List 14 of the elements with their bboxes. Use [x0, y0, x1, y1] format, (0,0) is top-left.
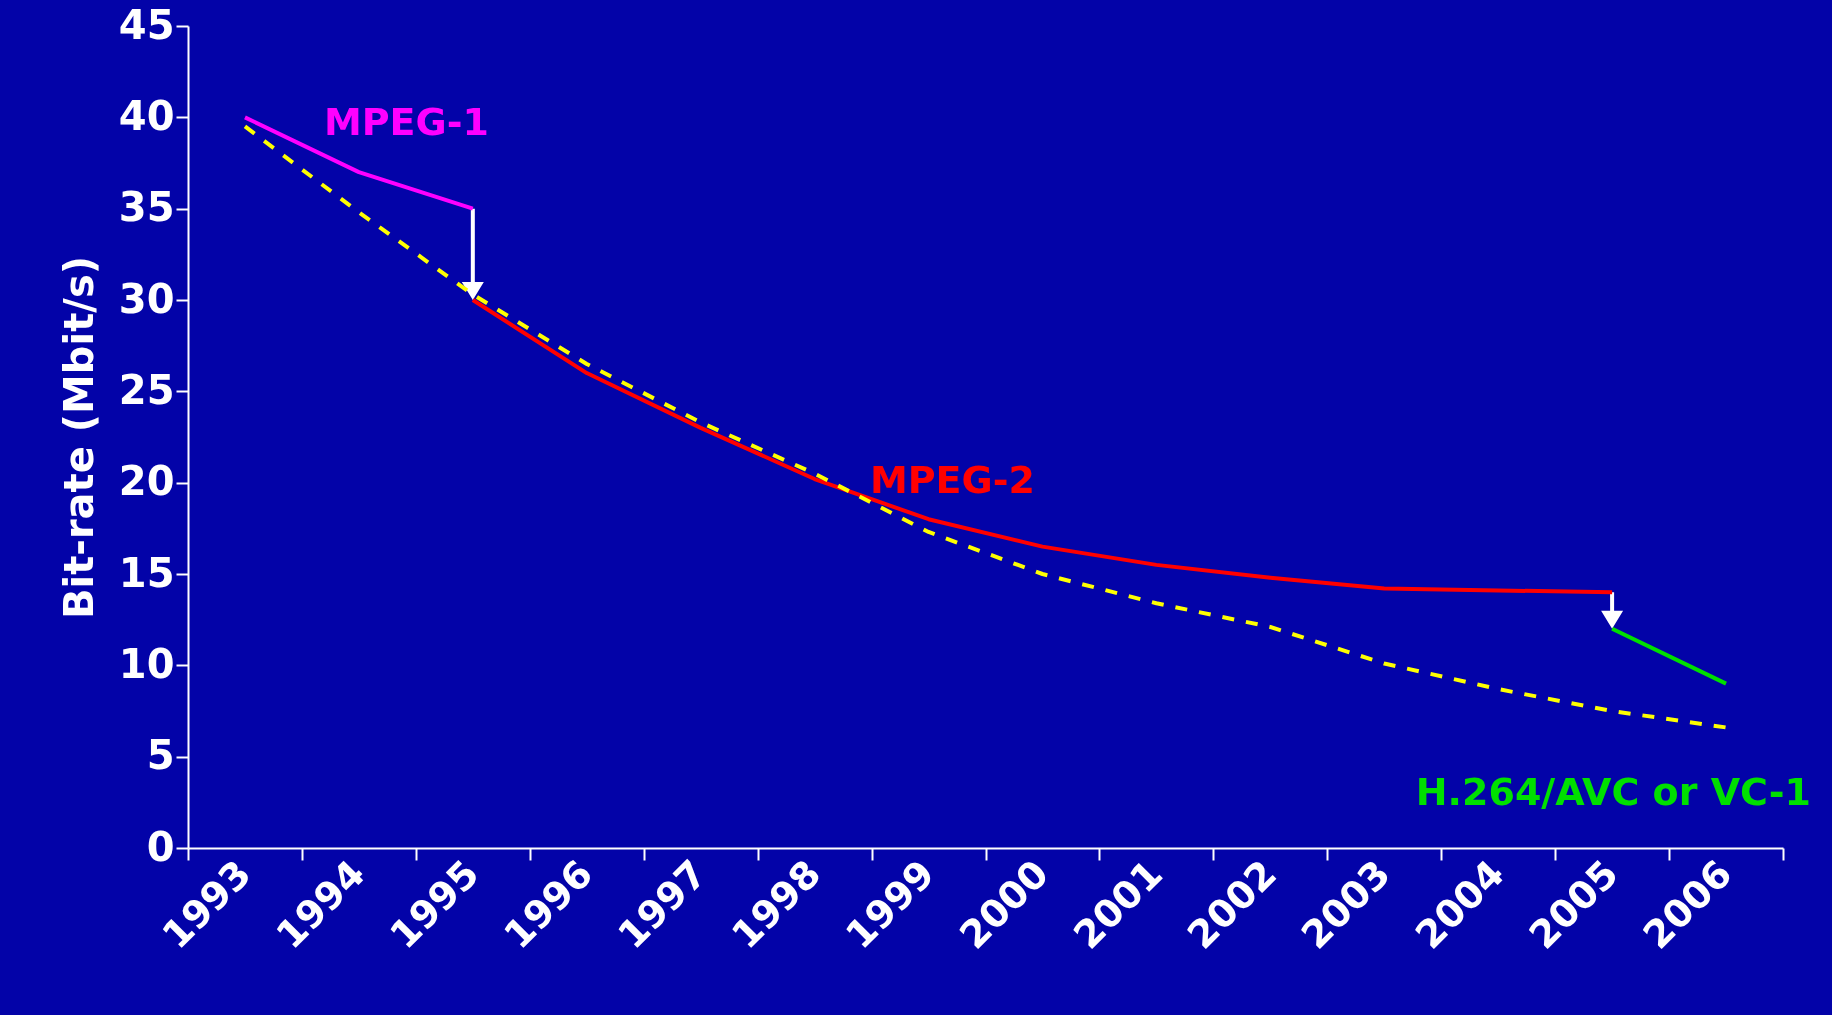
y-tick-label: 10 [118, 640, 175, 687]
series-label: MPEG-1 [323, 100, 489, 145]
y-tick-label: 15 [118, 549, 175, 596]
y-tick-label: 30 [118, 275, 175, 322]
series-label: MPEG-2 [869, 457, 1035, 502]
y-tick-label: 0 [146, 823, 175, 870]
y-tick-label: 40 [118, 92, 175, 139]
y-axis-title: Bit-rate (Mbit/s) [55, 255, 102, 620]
y-tick-label: 45 [118, 1, 175, 48]
y-tick-label: 5 [146, 732, 175, 779]
y-tick-label: 25 [118, 366, 175, 413]
y-tick-label: 20 [118, 458, 175, 505]
y-tick-label: 35 [118, 184, 175, 231]
text: H.264/AVC or VC-1 [1415, 769, 1812, 814]
